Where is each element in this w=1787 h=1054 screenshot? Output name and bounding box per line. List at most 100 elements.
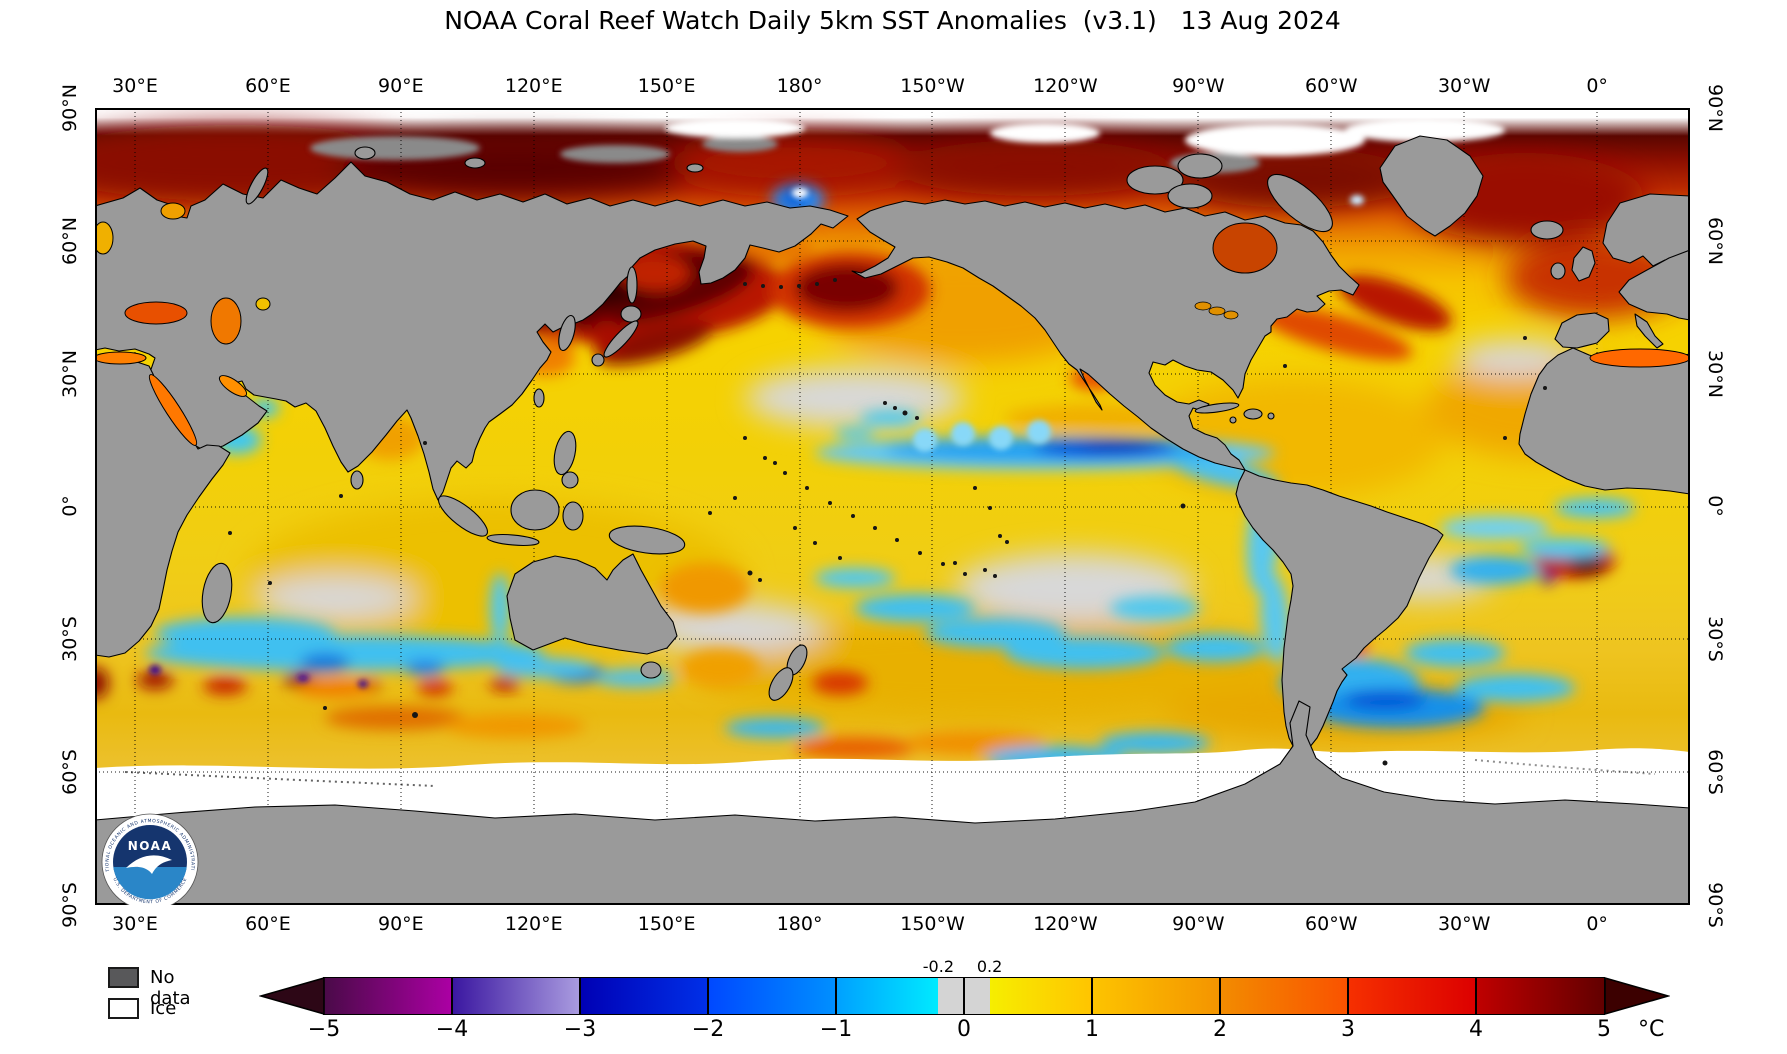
lon-label-top-3: 120°E bbox=[504, 75, 563, 97]
island-new-zealand-south bbox=[768, 667, 794, 701]
colorbar-tick-label-2: −3 bbox=[563, 1017, 597, 1042]
lon-label-bottom-7: 120°W bbox=[1033, 913, 1098, 935]
island-java bbox=[486, 533, 540, 547]
colorbar-segment-9 bbox=[1348, 978, 1476, 1014]
region-korea bbox=[558, 314, 576, 352]
island-philippines bbox=[553, 430, 577, 476]
enclosed-seas bbox=[95, 202, 1690, 446]
colorbar-tick-label-9: 4 bbox=[1469, 1017, 1483, 1042]
lat-label-left-4: 30°S bbox=[59, 616, 81, 663]
lat-label-left-5: 60°S bbox=[59, 749, 81, 796]
region-iberia bbox=[1554, 312, 1610, 349]
noaa-logo-name: NOAA bbox=[128, 839, 173, 853]
colorbar-units-label: °C bbox=[1638, 1017, 1665, 1042]
colorbar: −5 −4 −3 −2 −1 0 1 2 3 4 5 -0.2 0.2 °C bbox=[259, 957, 1760, 1054]
lat-label-left-6: 90°S bbox=[59, 882, 81, 928]
colorbar-segment-7 bbox=[1092, 978, 1220, 1014]
island-ireland bbox=[1550, 262, 1566, 280]
island-greenland bbox=[1379, 135, 1484, 237]
lake-great-1 bbox=[1194, 301, 1212, 311]
colorbar-divider bbox=[1347, 978, 1349, 1014]
lon-label-top-2: 90°E bbox=[377, 75, 424, 97]
colorbar-tick-label-10: 5 bbox=[1597, 1017, 1611, 1042]
noaa-logo-sea bbox=[113, 867, 187, 900]
island-sulawesi bbox=[562, 501, 584, 531]
ice-edge-stipple bbox=[124, 771, 436, 787]
lon-label-top-4: 150°E bbox=[637, 75, 696, 97]
lat-label-left-2: 30°N bbox=[59, 349, 81, 398]
lon-label-top-1: 60°E bbox=[245, 75, 291, 97]
island-iceland bbox=[1530, 220, 1564, 240]
colorbar-segment-2 bbox=[580, 978, 708, 1014]
island-arctic-2 bbox=[1177, 153, 1223, 179]
region-europe-west bbox=[1618, 249, 1690, 321]
continent-antarctica bbox=[95, 700, 1690, 905]
colorbar-threshold-label-1: 0.2 bbox=[976, 957, 1003, 976]
region-italy bbox=[1634, 313, 1664, 349]
colorbar-segment-4 bbox=[836, 978, 939, 1014]
sea-mediterranean-west bbox=[1589, 348, 1690, 368]
lon-label-bottom-4: 150°E bbox=[637, 913, 696, 935]
lon-label-bottom-2: 90°E bbox=[377, 913, 424, 935]
colorbar-divider bbox=[451, 978, 453, 1014]
colorbar-bar bbox=[323, 977, 1605, 1015]
lon-label-top-9: 60°W bbox=[1305, 75, 1358, 97]
colorbar-tick-label-8: 3 bbox=[1341, 1017, 1355, 1042]
continents bbox=[95, 135, 1690, 905]
island-sumatra bbox=[438, 495, 488, 537]
ice-edge-stipple bbox=[1474, 759, 1656, 775]
island-svalbard bbox=[354, 146, 376, 160]
sea-baltic bbox=[95, 221, 114, 255]
no-data-swatch bbox=[108, 967, 139, 988]
lon-label-bottom-0: 30°E bbox=[112, 913, 158, 935]
island-cuba bbox=[1194, 402, 1240, 414]
colorbar-tick-label-0: −5 bbox=[307, 1017, 341, 1042]
lon-label-top-7: 120°W bbox=[1033, 75, 1098, 97]
map-title: NOAA Coral Reef Watch Daily 5km SST Anom… bbox=[444, 6, 1341, 35]
lat-label-right-3: 0° bbox=[1704, 495, 1726, 518]
ice-label: Ice bbox=[150, 998, 177, 1019]
lake-great-3 bbox=[1223, 310, 1239, 320]
lon-label-top-5: 180° bbox=[776, 75, 823, 97]
lake-great-2 bbox=[1208, 306, 1226, 316]
island-new-guinea bbox=[608, 525, 686, 555]
colorbar-tick-label-1: −4 bbox=[435, 1017, 469, 1042]
colorbar-under-arrow bbox=[259, 976, 325, 1016]
island-tasmania bbox=[640, 661, 662, 679]
lon-label-bottom-9: 60°W bbox=[1305, 913, 1358, 935]
colorbar-tick-label-6: 1 bbox=[1085, 1017, 1099, 1042]
colorbar-over-arrow bbox=[1604, 976, 1670, 1016]
island-wrangel bbox=[686, 163, 704, 173]
colorbar-divider bbox=[707, 978, 709, 1014]
colorbar-tick-label-3: −2 bbox=[691, 1017, 725, 1042]
lon-label-top-0: 30°E bbox=[112, 75, 158, 97]
noaa-logo: NOAA NATIONAL OCEANIC AND ATMOSPHERIC AD… bbox=[101, 813, 199, 905]
colorbar-segment-6 bbox=[989, 978, 1092, 1014]
island-madagascar bbox=[201, 562, 233, 624]
island-hispaniola bbox=[1243, 408, 1263, 420]
island-honshu bbox=[603, 320, 639, 358]
noaa-logo-bird bbox=[126, 855, 172, 874]
island-victoria bbox=[1167, 183, 1213, 209]
colorbar-tick-label-5: 0 bbox=[957, 1017, 971, 1042]
colorbar-segment-10 bbox=[1476, 978, 1604, 1014]
lat-label-left-1: 60°N bbox=[59, 216, 81, 265]
colorbar-divider bbox=[963, 978, 965, 1014]
sea-hudson-bay bbox=[1212, 222, 1278, 274]
lon-label-top-8: 90°W bbox=[1172, 75, 1225, 97]
sea-persian-gulf bbox=[218, 375, 248, 397]
lon-label-top-11: 0° bbox=[1586, 75, 1608, 97]
colorbar-segment-1 bbox=[452, 978, 580, 1014]
sea-aral bbox=[255, 297, 271, 311]
lat-label-right-5: 60°S bbox=[1704, 749, 1726, 796]
map-area: NOAA NATIONAL OCEANIC AND ATMOSPHERIC AD… bbox=[59, 75, 1726, 935]
lon-label-bottom-1: 60°E bbox=[245, 913, 291, 935]
sea-caspian bbox=[210, 297, 242, 345]
island-baffin bbox=[1267, 173, 1333, 233]
colorbar-segment-3 bbox=[708, 978, 836, 1014]
no-data-label: No data bbox=[150, 967, 191, 1009]
island-borneo bbox=[510, 489, 560, 531]
lat-label-right-1: 60°N bbox=[1704, 216, 1726, 265]
lon-label-top-10: 30°W bbox=[1437, 75, 1491, 97]
